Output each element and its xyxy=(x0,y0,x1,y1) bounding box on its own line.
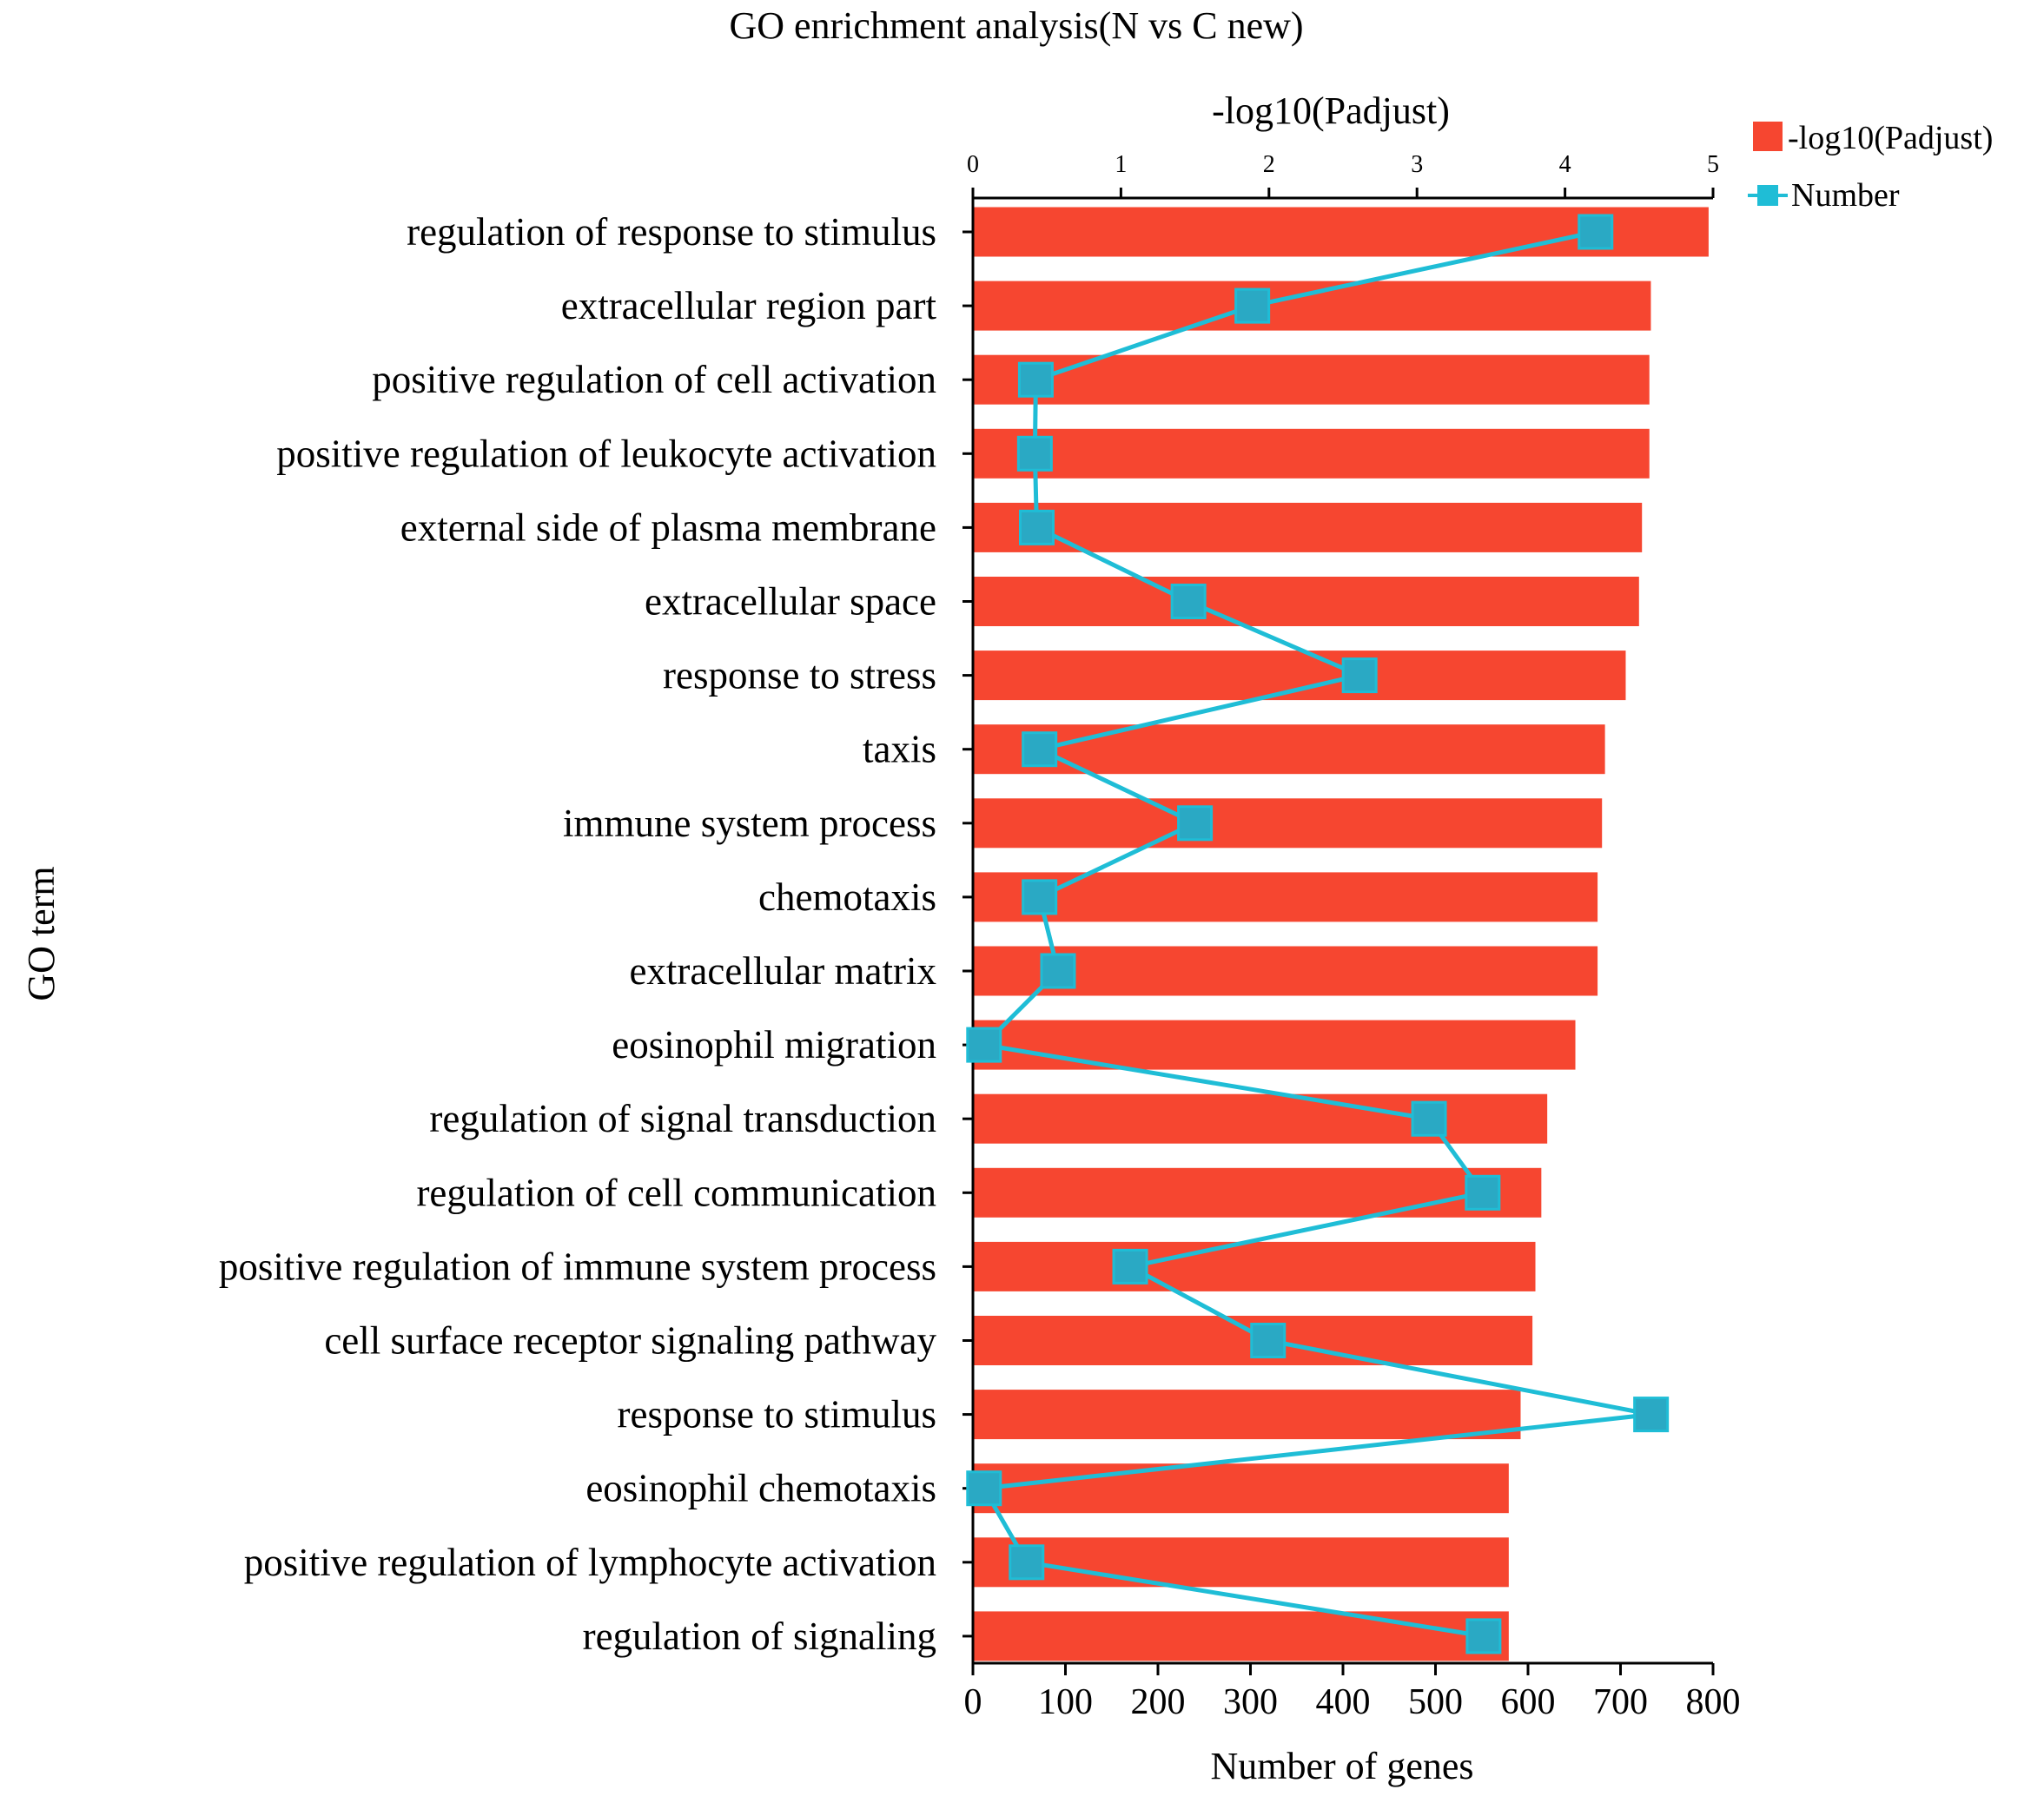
bottom-tick-label: 100 xyxy=(1038,1682,1093,1722)
category-label: response to stimulus xyxy=(618,1393,937,1436)
top-tick-label: 4 xyxy=(1559,151,1571,178)
bar-8 xyxy=(973,724,1605,775)
category-label: taxis xyxy=(863,728,936,771)
number-point-7 xyxy=(1341,657,1378,694)
top-tick-label: 2 xyxy=(1263,151,1275,178)
number-point-4 xyxy=(1016,435,1053,472)
category-label: extracellular matrix xyxy=(629,949,936,993)
category-label: eosinophil migration xyxy=(612,1023,936,1067)
number-point-13 xyxy=(1411,1100,1447,1137)
category-label: regulation of response to stimulus xyxy=(407,210,936,254)
category-label: response to stress xyxy=(663,654,936,697)
bottom-tick-label: 600 xyxy=(1501,1682,1556,1722)
legend: -log10(Padjust) Number xyxy=(1748,120,1993,214)
bar-12 xyxy=(973,1020,1576,1070)
bar-18 xyxy=(973,1463,1509,1514)
bar-5 xyxy=(973,502,1643,552)
top-tick-label: 5 xyxy=(1707,151,1719,178)
bars-layer xyxy=(973,207,1709,1661)
category-label: positive regulation of immune system pro… xyxy=(219,1245,936,1288)
category-label: chemotaxis xyxy=(758,875,936,919)
bar-13 xyxy=(973,1093,1548,1144)
number-point-9 xyxy=(1177,805,1214,842)
number-point-18 xyxy=(966,1470,1002,1507)
category-label: immune system process xyxy=(563,802,936,845)
number-point-19 xyxy=(1009,1544,1045,1581)
bar-15 xyxy=(973,1241,1536,1291)
number-point-15 xyxy=(1112,1248,1148,1285)
number-point-17 xyxy=(1633,1397,1670,1433)
bar-19 xyxy=(973,1537,1509,1588)
category-label: regulation of signaling xyxy=(583,1615,936,1658)
chart-title: GO enrichment analysis(N vs C new) xyxy=(729,4,1303,47)
category-labels: regulation of response to stimulus extrac… xyxy=(219,210,973,1658)
top-tick-label: 3 xyxy=(1411,151,1423,178)
number-point-2 xyxy=(1234,287,1271,324)
number-point-6 xyxy=(1170,584,1207,619)
bar-2 xyxy=(973,281,1651,331)
bar-14 xyxy=(973,1167,1542,1218)
y-axis-title: GO term xyxy=(20,866,63,1001)
number-point-14 xyxy=(1465,1174,1501,1211)
number-point-10 xyxy=(1022,879,1058,915)
category-label: extracellular region part xyxy=(561,284,937,327)
bar-6 xyxy=(973,577,1639,626)
top-tick-label: 0 xyxy=(967,151,979,178)
bar-7 xyxy=(973,651,1626,701)
number-point-8 xyxy=(1022,731,1058,768)
bar-20 xyxy=(973,1611,1509,1661)
number-point-5 xyxy=(1018,509,1055,545)
bottom-tick-label: 700 xyxy=(1593,1682,1648,1722)
bar-4 xyxy=(973,428,1650,479)
bottom-tick-label: 500 xyxy=(1408,1682,1463,1722)
axes-layer: 0 1 2 3 4 5 0 100 200 300 400 500 600 700 800 xyxy=(964,151,1741,1722)
category-label: positive regulation of leukocyte activat… xyxy=(276,432,936,475)
bar-11 xyxy=(973,946,1598,996)
bar-10 xyxy=(973,872,1598,922)
bottom-axis-title: Number of genes xyxy=(1210,1745,1473,1787)
number-series-layer xyxy=(966,214,1670,1654)
bottom-tick-label: 400 xyxy=(1316,1682,1371,1722)
top-tick-label: 1 xyxy=(1115,151,1127,178)
category-label: regulation of signal transduction xyxy=(429,1097,936,1140)
legend-bar-label: -log10(Padjust) xyxy=(1788,120,1993,156)
number-point-20 xyxy=(1465,1618,1502,1654)
category-label: extracellular space xyxy=(645,580,936,624)
number-point-11 xyxy=(1040,953,1076,989)
top-axis-title: -log10(Padjust) xyxy=(1212,89,1450,132)
legend-marker-icon xyxy=(1757,185,1778,206)
bar-3 xyxy=(973,354,1650,405)
bottom-tick-label: 300 xyxy=(1223,1682,1278,1722)
bottom-tick-label: 800 xyxy=(1686,1682,1741,1722)
category-label: regulation of cell communication xyxy=(416,1171,936,1214)
bar-9 xyxy=(973,798,1603,849)
number-point-16 xyxy=(1250,1323,1287,1358)
category-label: cell surface receptor signaling pathway xyxy=(324,1319,936,1363)
number-point-12 xyxy=(966,1027,1002,1063)
number-point-1 xyxy=(1578,214,1614,250)
legend-line-label: Number xyxy=(1791,177,1900,214)
bottom-tick-label: 200 xyxy=(1131,1682,1186,1722)
category-label: eosinophil chemotaxis xyxy=(585,1467,936,1510)
category-label: positive regulation of cell activation xyxy=(372,358,936,401)
bar-17 xyxy=(973,1390,1521,1440)
bottom-tick-label: 0 xyxy=(964,1682,982,1722)
legend-bar-swatch xyxy=(1753,122,1783,151)
category-label: external side of plasma membrane xyxy=(400,505,936,549)
category-label: positive regulation of lymphocyte activa… xyxy=(244,1541,936,1584)
number-point-3 xyxy=(1017,361,1054,398)
